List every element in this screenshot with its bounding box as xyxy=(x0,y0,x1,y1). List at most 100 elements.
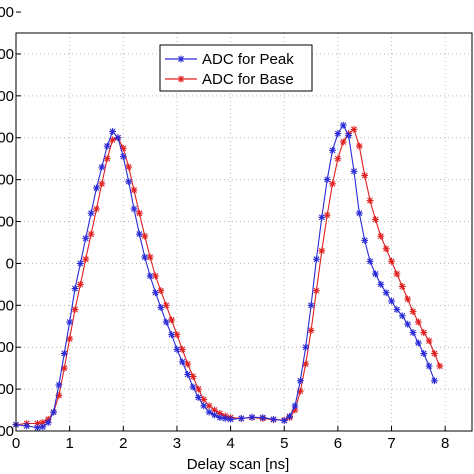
data-point xyxy=(313,287,320,295)
data-point xyxy=(318,247,326,255)
data-point xyxy=(388,297,395,305)
series-peak xyxy=(12,121,438,432)
data-point xyxy=(414,339,422,347)
data-point xyxy=(307,301,315,309)
data-point xyxy=(334,130,342,137)
data-point xyxy=(372,216,379,223)
data-point xyxy=(76,280,84,288)
data-point xyxy=(146,272,154,280)
data-point xyxy=(404,320,412,328)
series-line-peak xyxy=(15,124,435,429)
plot-frame xyxy=(15,32,473,432)
x-tick-label: 6 xyxy=(334,435,342,452)
data-point xyxy=(382,245,390,253)
data-point xyxy=(109,136,116,144)
data-point xyxy=(216,414,224,421)
data-point xyxy=(237,415,245,422)
data-point xyxy=(420,350,428,357)
data-point xyxy=(50,408,57,416)
data-point xyxy=(184,371,192,378)
data-point xyxy=(98,163,106,171)
data-point xyxy=(76,260,84,267)
data-point xyxy=(302,343,310,351)
y-tick-label: 00 xyxy=(0,130,14,147)
data-point xyxy=(23,422,31,430)
data-point xyxy=(296,377,304,385)
data-point xyxy=(66,335,74,343)
y-tick-label: 00 xyxy=(0,339,14,356)
data-point xyxy=(200,396,208,403)
data-point xyxy=(409,329,417,336)
data-point xyxy=(103,155,111,163)
data-point xyxy=(168,331,175,339)
data-point xyxy=(393,270,401,278)
data-point xyxy=(130,205,138,213)
data-point xyxy=(425,337,433,345)
data-point xyxy=(44,419,52,427)
data-point xyxy=(259,414,267,421)
data-point xyxy=(125,178,133,186)
data-point xyxy=(135,230,143,238)
x-tick-label: 8 xyxy=(441,435,449,452)
data-point xyxy=(125,163,133,171)
x-tick-label: 4 xyxy=(226,435,234,452)
series-layer xyxy=(12,121,444,432)
data-point xyxy=(355,209,363,217)
data-point xyxy=(425,362,433,370)
data-point xyxy=(178,345,186,353)
data-point xyxy=(60,350,68,357)
data-point xyxy=(162,318,170,326)
data-point xyxy=(141,253,149,261)
data-point xyxy=(34,420,41,427)
data-point xyxy=(323,211,331,219)
data-point xyxy=(93,184,100,192)
legend: ADC for Peak ADC for Base xyxy=(159,44,313,92)
data-point xyxy=(345,132,353,140)
data-point xyxy=(162,301,170,309)
data-point xyxy=(103,142,111,150)
data-point xyxy=(66,318,74,326)
data-point xyxy=(350,167,358,175)
data-point xyxy=(248,413,256,421)
data-point xyxy=(307,327,315,334)
data-point xyxy=(382,289,390,297)
y-tick-label: 00 xyxy=(0,88,14,105)
series-line-base xyxy=(15,128,441,426)
data-point xyxy=(173,345,181,353)
data-point xyxy=(152,289,159,297)
data-point xyxy=(82,255,90,263)
data-point xyxy=(98,180,106,188)
data-point xyxy=(313,255,320,263)
data-point xyxy=(178,358,186,366)
data-point xyxy=(211,406,218,414)
data-point xyxy=(420,329,428,336)
data-point xyxy=(189,373,197,380)
data-point xyxy=(157,304,165,311)
data-point xyxy=(414,318,422,326)
data-point xyxy=(205,408,213,416)
data-point xyxy=(195,394,202,401)
data-point xyxy=(87,230,95,238)
x-tick-label: 3 xyxy=(173,435,181,452)
y-tick-label: 00 xyxy=(0,297,14,314)
y-tick-label: 00 xyxy=(0,214,14,231)
data-point xyxy=(71,285,79,292)
data-point xyxy=(329,180,336,188)
grid xyxy=(16,33,472,431)
data-point xyxy=(173,331,181,339)
data-point xyxy=(355,142,363,150)
data-point xyxy=(398,283,406,290)
data-point xyxy=(436,362,444,370)
data-point xyxy=(71,306,79,313)
data-point xyxy=(404,295,412,303)
data-point xyxy=(280,417,288,424)
x-tick-label: 7 xyxy=(387,435,395,452)
y-tick-label: 00 xyxy=(0,423,14,440)
data-point xyxy=(211,411,218,419)
x-tick-label: 0 xyxy=(12,435,20,452)
data-point xyxy=(87,209,95,217)
data-point xyxy=(377,232,385,240)
y-tick-label: 00 xyxy=(0,381,14,398)
